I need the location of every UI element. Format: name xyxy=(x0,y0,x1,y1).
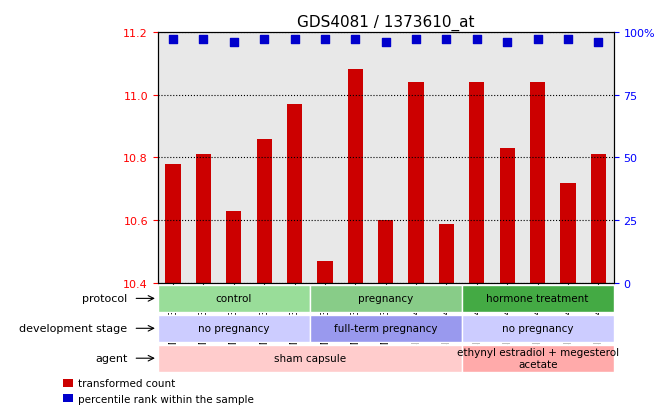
Bar xyxy=(310,315,462,342)
Text: no pregnancy: no pregnancy xyxy=(502,323,574,333)
Point xyxy=(259,37,269,43)
Bar xyxy=(257,139,272,284)
Bar xyxy=(462,285,614,312)
Point xyxy=(441,37,452,43)
Point xyxy=(563,37,574,43)
Point xyxy=(168,37,178,43)
Bar xyxy=(310,285,462,312)
Point xyxy=(502,39,513,46)
Text: pregnancy: pregnancy xyxy=(358,294,413,304)
Bar xyxy=(469,83,484,284)
Text: development stage: development stage xyxy=(19,323,127,333)
Text: no pregnancy: no pregnancy xyxy=(198,323,269,333)
Point xyxy=(320,37,330,43)
Point xyxy=(289,37,300,43)
Bar xyxy=(226,211,241,284)
Bar xyxy=(196,155,211,284)
Bar xyxy=(409,83,423,284)
Bar xyxy=(462,315,614,342)
Point xyxy=(350,37,360,43)
Bar xyxy=(157,315,310,342)
Bar xyxy=(561,183,576,284)
Bar xyxy=(462,345,614,372)
Point xyxy=(411,37,421,43)
Bar xyxy=(157,285,310,312)
Point xyxy=(381,39,391,46)
Bar xyxy=(439,224,454,284)
Point xyxy=(532,37,543,43)
Text: hormone treatment: hormone treatment xyxy=(486,294,589,304)
Bar xyxy=(157,345,462,372)
Legend: transformed count, percentile rank within the sample: transformed count, percentile rank withi… xyxy=(59,374,257,408)
Bar xyxy=(378,221,393,284)
Bar xyxy=(287,105,302,284)
Point xyxy=(472,37,482,43)
Bar xyxy=(165,164,180,284)
Bar xyxy=(318,262,332,284)
Text: protocol: protocol xyxy=(82,294,127,304)
Text: control: control xyxy=(216,294,252,304)
Text: agent: agent xyxy=(95,354,127,363)
Bar xyxy=(500,149,515,284)
Title: GDS4081 / 1373610_at: GDS4081 / 1373610_at xyxy=(297,15,474,31)
Point xyxy=(593,39,604,46)
Bar xyxy=(591,155,606,284)
Text: ethynyl estradiol + megesterol
acetate: ethynyl estradiol + megesterol acetate xyxy=(457,348,618,369)
Bar xyxy=(348,70,363,284)
Point xyxy=(198,37,208,43)
Point xyxy=(228,39,239,46)
Bar xyxy=(530,83,545,284)
Text: full-term pregnancy: full-term pregnancy xyxy=(334,323,438,333)
Text: sham capsule: sham capsule xyxy=(273,354,346,363)
